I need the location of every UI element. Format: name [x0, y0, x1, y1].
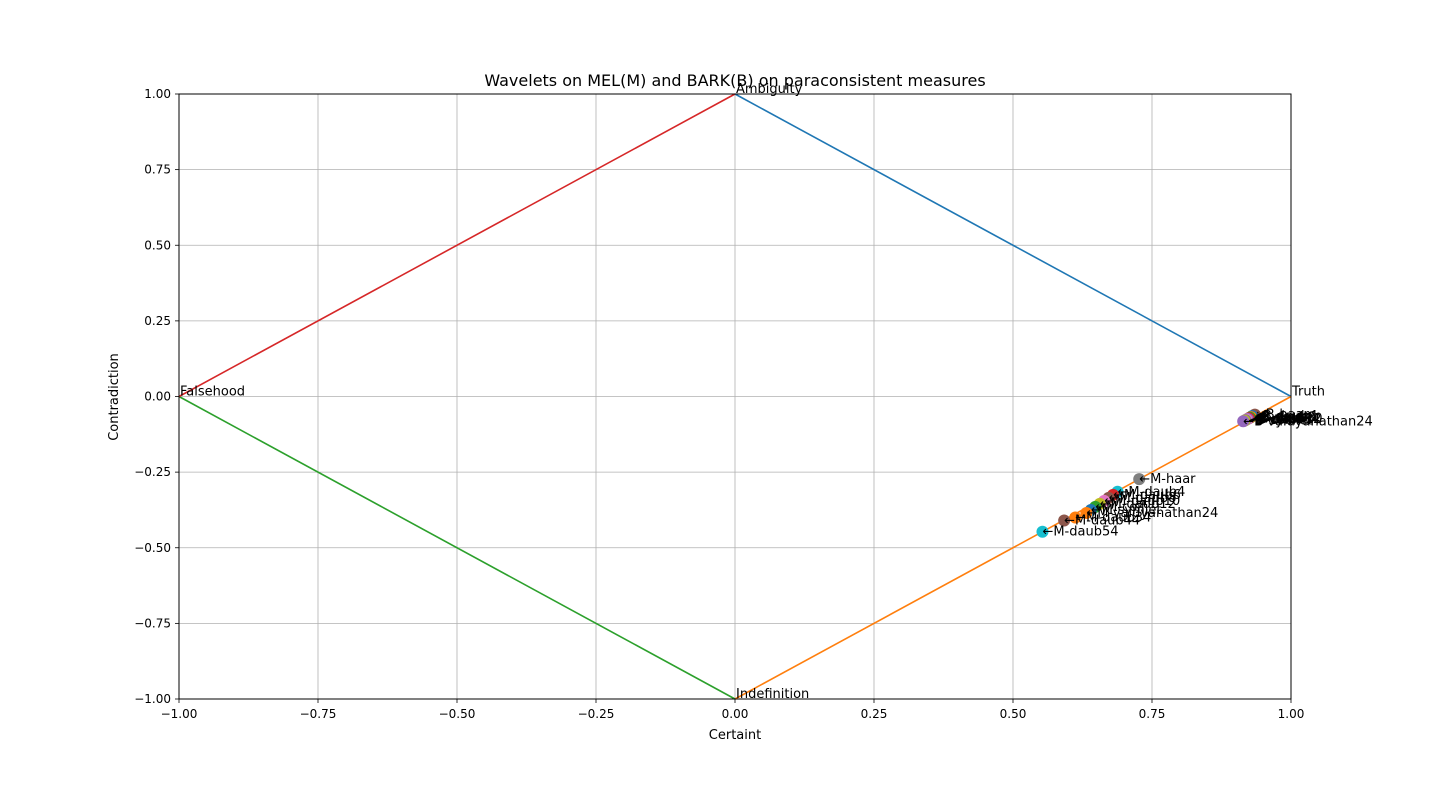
- y-tick-label: −1.00: [134, 692, 171, 706]
- chart-title: Wavelets on MEL(M) and BARK(B) on paraco…: [484, 71, 985, 90]
- point-label: ←B-coif: [1245, 413, 1293, 428]
- y-tick-label: −0.75: [134, 616, 171, 630]
- point-label: ←B-daub12: [1248, 412, 1322, 427]
- point-label: ←M-daub34: [1075, 511, 1151, 526]
- corner-labels: Truth Ambiguity Falsehood Indefinition: [180, 82, 1325, 702]
- x-tick-label: −0.50: [439, 707, 476, 721]
- boundary-line: [178, 93, 736, 398]
- data-point: [1080, 506, 1093, 519]
- point-label: ←M-symlet: [1091, 503, 1162, 518]
- point-label: ←M-daub8: [1109, 491, 1177, 506]
- point-label: ←M-haar: [1139, 472, 1196, 487]
- point-label: ←B-daub4: [1252, 409, 1317, 424]
- x-axis-label: Certaint: [709, 728, 761, 743]
- corner-label: Indefinition: [736, 687, 809, 702]
- point-label: ←B-daub6: [1251, 410, 1316, 425]
- point-label: ←B-daub10: [1249, 411, 1323, 426]
- point-label: ←M-daub10: [1104, 494, 1180, 509]
- point-label: ←M-daub12: [1100, 497, 1176, 512]
- point-label: ←M-daub54: [1042, 525, 1118, 540]
- y-tick-label: 1.00: [144, 87, 171, 101]
- x-axis-ticks: −1.00 −0.75 −0.50 −0.25 0.00 0.25 0.50 0.75 1.00: [161, 699, 1305, 721]
- y-axis-ticks: 1.00 0.75 0.50 0.25 0.00 −0.25 −0.50 −0.75 −1.00: [134, 87, 179, 706]
- data-point: [1237, 415, 1250, 428]
- x-tick-label: 0.50: [1000, 707, 1027, 721]
- x-tick-label: 0.25: [861, 707, 888, 721]
- boundary-line: [734, 93, 1292, 398]
- y-tick-label: 0.75: [144, 163, 171, 177]
- point-label: ←B-daub54: [1247, 412, 1321, 427]
- corner-label: Falsehood: [180, 385, 245, 400]
- x-tick-label: 0.00: [722, 707, 749, 721]
- x-tick-label: 1.00: [1278, 707, 1305, 721]
- data-point: [1133, 473, 1146, 486]
- y-tick-label: −0.25: [134, 465, 171, 479]
- point-label: ←B-symlet: [1244, 414, 1312, 429]
- y-tick-label: −0.50: [134, 541, 171, 555]
- point-label: ←M-daub6: [1113, 488, 1181, 503]
- boundary-line: [734, 395, 1292, 700]
- y-tick-label: 0.25: [144, 314, 171, 328]
- point-label: ←M-vaidyanathan24: [1086, 506, 1218, 521]
- point-label: ←B-daub8: [1250, 411, 1315, 426]
- point-label: ←B-haar: [1255, 408, 1310, 423]
- point-label: ←M-daub4: [1118, 485, 1186, 500]
- x-tick-label: −0.75: [300, 707, 337, 721]
- data-point: [1069, 511, 1082, 524]
- x-tick-label: 0.75: [1139, 707, 1166, 721]
- data-points: ←B-haar←B-daub4←B-daub6←B-daub8←B-daub10…: [1036, 408, 1373, 540]
- data-point: [1058, 514, 1071, 527]
- x-tick-label: −1.00: [161, 707, 198, 721]
- point-label: ←B-vaidyanathan24: [1243, 414, 1373, 429]
- boundary-line: [178, 395, 736, 700]
- y-tick-label: 0.00: [144, 390, 171, 404]
- point-label: ←M-coif: [1095, 500, 1146, 515]
- corner-label: Truth: [1291, 385, 1325, 400]
- x-tick-label: −0.25: [578, 707, 615, 721]
- point-label: ←M-daub44: [1064, 514, 1140, 529]
- corner-label: Ambiguity: [736, 82, 803, 97]
- boundary-lines: [178, 93, 1292, 700]
- y-axis-label: Contradiction: [107, 353, 122, 441]
- data-point: [1036, 525, 1049, 538]
- y-tick-label: 0.50: [144, 238, 171, 252]
